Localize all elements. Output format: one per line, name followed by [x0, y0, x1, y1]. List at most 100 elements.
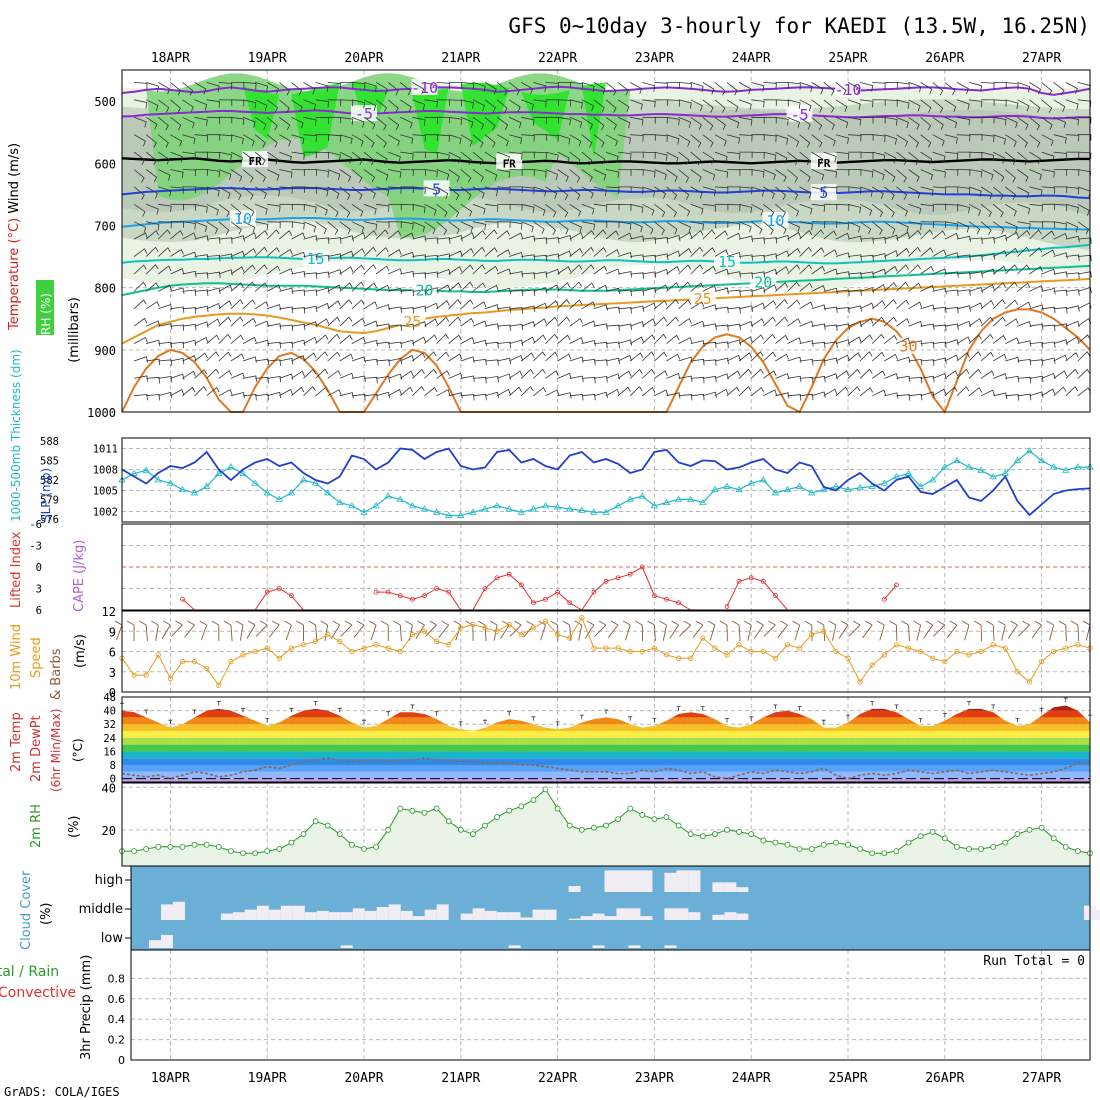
wind-barb	[315, 237, 330, 244]
wind-barb	[678, 82, 692, 90]
wind-barb	[775, 316, 788, 327]
surface-wind-barb	[296, 620, 304, 641]
cloud-high-bar	[688, 870, 701, 892]
wind-barb	[182, 116, 195, 129]
wind-barb	[1017, 99, 1030, 112]
wind-barb	[666, 169, 678, 182]
wind-barb	[230, 151, 244, 164]
wind-speed-point	[1002, 645, 1008, 651]
wind-barb	[170, 151, 183, 163]
wind-barb	[424, 271, 439, 278]
thickness-point	[856, 483, 864, 491]
thickness-point	[154, 476, 163, 483]
wind-barb	[1041, 99, 1053, 113]
wind-barb	[266, 116, 278, 131]
wind-barb	[956, 272, 971, 279]
wind-barb	[630, 305, 645, 312]
wind-barb	[763, 221, 774, 235]
wind-barb	[496, 134, 509, 147]
cloud-high-bar	[604, 870, 617, 892]
wind-barb	[387, 230, 402, 240]
wind-barb	[545, 284, 560, 292]
wind-barb	[593, 341, 608, 349]
rh2m-point	[954, 843, 960, 850]
wind-barb	[932, 357, 947, 364]
wind-barb	[714, 99, 726, 113]
wind-barb	[436, 169, 450, 181]
wind-barb	[315, 99, 329, 108]
wind-barb	[593, 359, 608, 366]
wind-barb	[726, 232, 741, 240]
cloud-high-bar	[568, 886, 581, 892]
wind-barb	[363, 134, 375, 148]
wind-barb	[315, 368, 329, 379]
thickness-point	[626, 495, 634, 502]
wind-barb	[484, 323, 499, 330]
precip-frame	[130, 949, 1091, 1061]
wind-barb	[678, 99, 692, 109]
wind-barb	[920, 169, 933, 181]
wind-barb	[944, 271, 959, 278]
thickness-tick: 582	[40, 475, 59, 487]
wind-barb	[993, 99, 1007, 107]
wind-barb	[521, 134, 535, 142]
wind-barb	[521, 203, 535, 214]
rh2m-point	[482, 822, 488, 829]
wind-barb	[230, 299, 244, 310]
wind-barb	[835, 221, 850, 230]
wind-barb	[436, 253, 451, 260]
wind-barb	[267, 284, 281, 292]
rh2m-point	[603, 822, 609, 829]
isotherm-label-bg	[714, 253, 740, 270]
wind-barb	[787, 281, 800, 292]
wind-barb	[678, 116, 692, 128]
wind-barb	[134, 99, 148, 109]
isotherm-label: 10	[766, 212, 784, 230]
lifted-index-point	[422, 593, 427, 599]
wind-barb	[763, 333, 776, 344]
wind-barb	[654, 316, 667, 327]
wind-barb	[206, 237, 221, 244]
wind-barb	[642, 186, 656, 197]
wind-barb	[339, 316, 353, 327]
wind-barb	[266, 265, 281, 275]
wind-barb	[605, 134, 618, 147]
wind-barb	[509, 232, 523, 240]
wind-barb	[557, 353, 572, 362]
isotherm-label-bg	[750, 273, 777, 290]
wind-barb	[1029, 285, 1044, 292]
temp-minmax-bar	[918, 718, 923, 723]
wind-barb	[956, 386, 970, 397]
wind-barb	[787, 151, 799, 165]
wind-barb	[787, 82, 801, 90]
temp-minmax-bar	[483, 719, 487, 725]
wind-barb	[230, 250, 245, 257]
wind-barb	[1017, 186, 1030, 199]
wind-barb	[944, 82, 956, 96]
wind-barb	[1077, 151, 1092, 159]
wind-barb	[133, 336, 148, 344]
cloud-middle-bar	[256, 905, 269, 920]
temp-minmax-bar	[434, 711, 439, 716]
isotherm-10	[121, 217, 1091, 231]
wind-barb	[618, 307, 632, 314]
wind-barb	[279, 388, 293, 397]
wind-barb	[932, 287, 947, 295]
wind-barb	[448, 186, 460, 200]
date-label-top: 24APR	[732, 51, 771, 66]
wind-barb	[666, 282, 680, 292]
surface-wind-barb	[707, 620, 716, 641]
wind-barb	[521, 116, 535, 126]
wind-barb	[726, 354, 741, 362]
cloud-middle-bar	[616, 908, 629, 920]
wind-barb	[787, 116, 800, 128]
wind-barb	[932, 134, 945, 147]
wind-barb	[690, 169, 702, 183]
wind-barb	[557, 169, 569, 182]
wind-barb	[230, 235, 245, 242]
wind-barb	[509, 354, 524, 362]
wind-barb	[654, 253, 669, 260]
wind-barb	[920, 341, 935, 349]
wind-barb	[1077, 99, 1092, 108]
wind-barb	[291, 307, 306, 314]
